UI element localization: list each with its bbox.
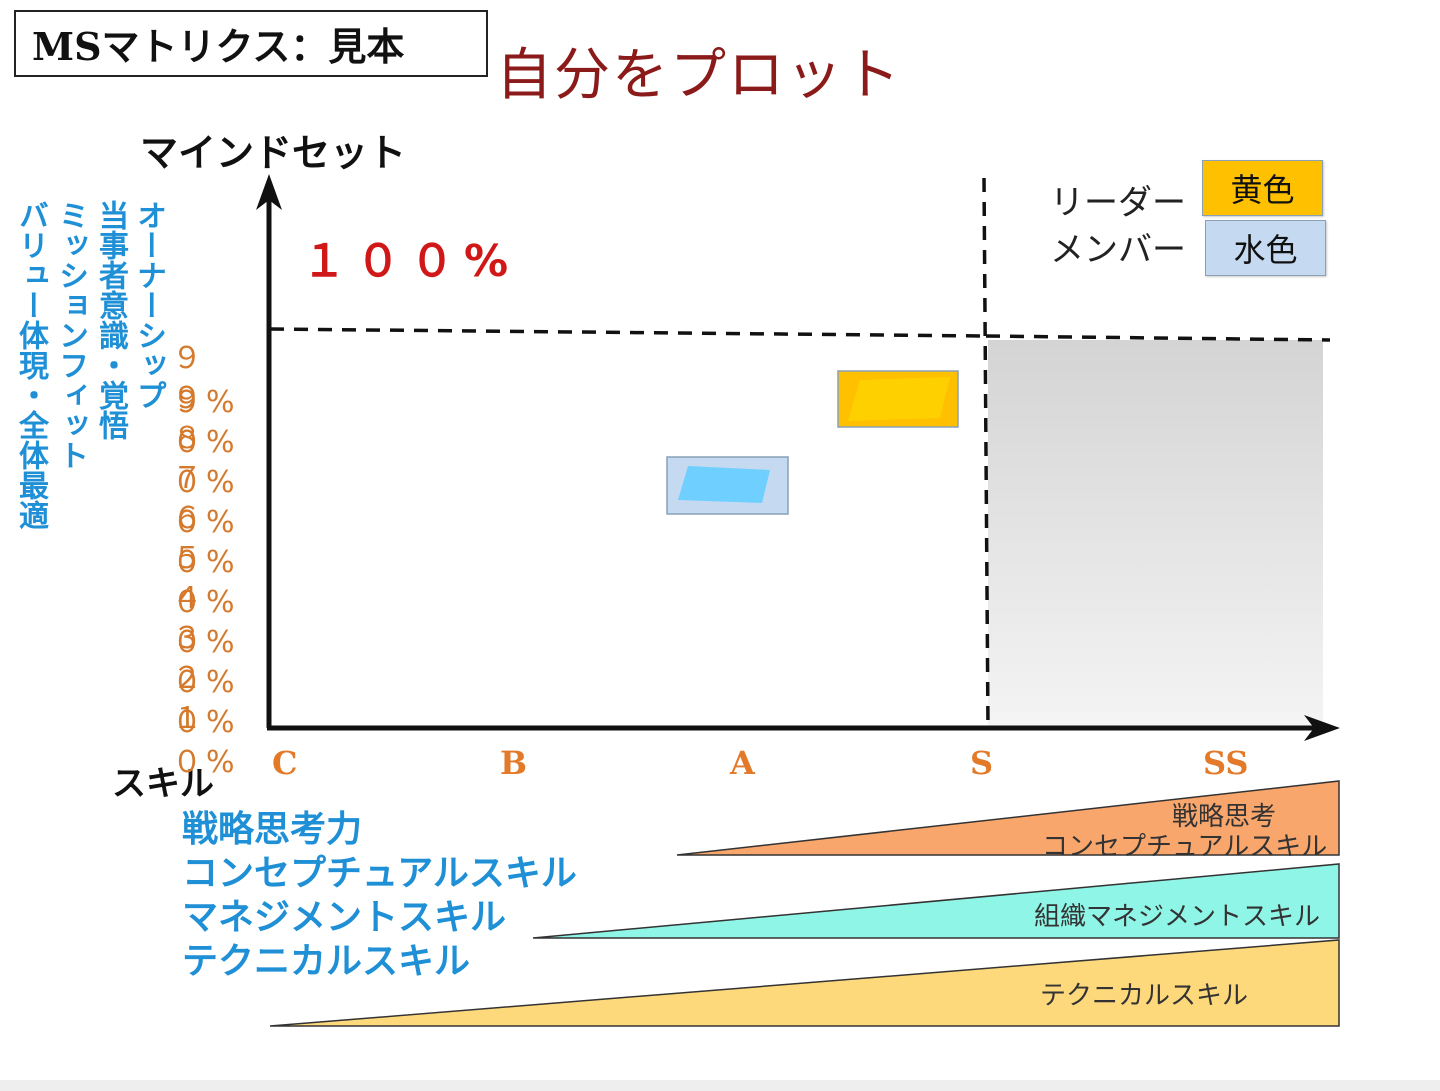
x-axis-arrow	[1304, 715, 1340, 741]
y-tick-60: ６０%	[172, 501, 239, 580]
y-tick-10: １０%	[172, 701, 239, 780]
legend-leader-color-name: 黄色	[1230, 171, 1295, 209]
legend-member-swatch: 水色	[1205, 220, 1326, 276]
skill-strategic-thinking: 戦略思考力	[182, 809, 363, 850]
legend-member-color-name: 水色	[1233, 231, 1298, 269]
management-wedge-label: 組織マネジメントスキル	[1034, 902, 1321, 932]
legend-leader-swatch: 黄色	[1202, 160, 1323, 216]
mindset-item-value: バリュー体現・全体最適	[13, 200, 48, 530]
y-tick-99: ９９%	[172, 341, 239, 420]
legend-leader-label: リーダー	[1050, 183, 1186, 223]
skill-technical: テクニカルスキル	[182, 941, 471, 982]
x-tick-c: C	[272, 744, 298, 782]
horizontal-dashed-guide-right	[985, 334, 1331, 342]
y-tick-70: ７０%	[172, 461, 239, 540]
subtitle: 自分をプロット	[496, 43, 902, 108]
mindset-item-commitment: 当事者意識・覚悟	[93, 200, 128, 440]
x-tick-s: S	[970, 744, 994, 782]
member-marker	[666, 456, 789, 515]
y-tick-30: ３０%	[172, 621, 239, 700]
y-axis-title: マインドセット	[140, 131, 407, 175]
x-tick-a: A	[730, 744, 755, 782]
x-axis-title: スキル	[112, 764, 214, 804]
mindset-item-ownership: オーナーシップ	[131, 200, 166, 410]
y-tick-40: ４０%	[172, 581, 239, 660]
mindset-item-mission-fit: ミッションフィット	[53, 200, 88, 470]
skill-management: マネジメントスキル	[182, 897, 507, 938]
leader-marker	[837, 370, 959, 428]
strategy-wedge	[676, 780, 1340, 856]
technical-wedge	[269, 939, 1340, 1027]
strategy-wedge-label-2: コンセプチュアルスキル	[1042, 832, 1328, 862]
vertical-dashed-guide	[982, 177, 990, 729]
y-axis-arrow	[256, 174, 282, 210]
y-tick-20: ２０%	[172, 661, 239, 740]
skill-conceptual: コンセプチュアルスキル	[182, 853, 577, 894]
technical-wedge-label: テクニカルスキル	[1040, 981, 1249, 1011]
strategy-wedge-label-1: 戦略思考	[1172, 802, 1277, 832]
y-tick-90: ９０%	[172, 381, 239, 460]
y-tick-50: ５０%	[172, 541, 239, 620]
x-tick-ss: SS	[1203, 744, 1249, 782]
title-box: MSマトリクス：見本	[14, 10, 488, 77]
top-percent-label: １００%	[302, 236, 519, 287]
horizontal-dashed-guide	[269, 327, 987, 338]
bottom-bar	[0, 1080, 1440, 1091]
page-title: MSマトリクス：見本	[32, 24, 405, 69]
y-tick-80: ８０%	[172, 421, 239, 500]
management-wedge	[532, 863, 1340, 939]
x-tick-b: B	[500, 744, 528, 782]
premium-area	[988, 340, 1323, 728]
legend-member-label: メンバー	[1050, 230, 1186, 270]
